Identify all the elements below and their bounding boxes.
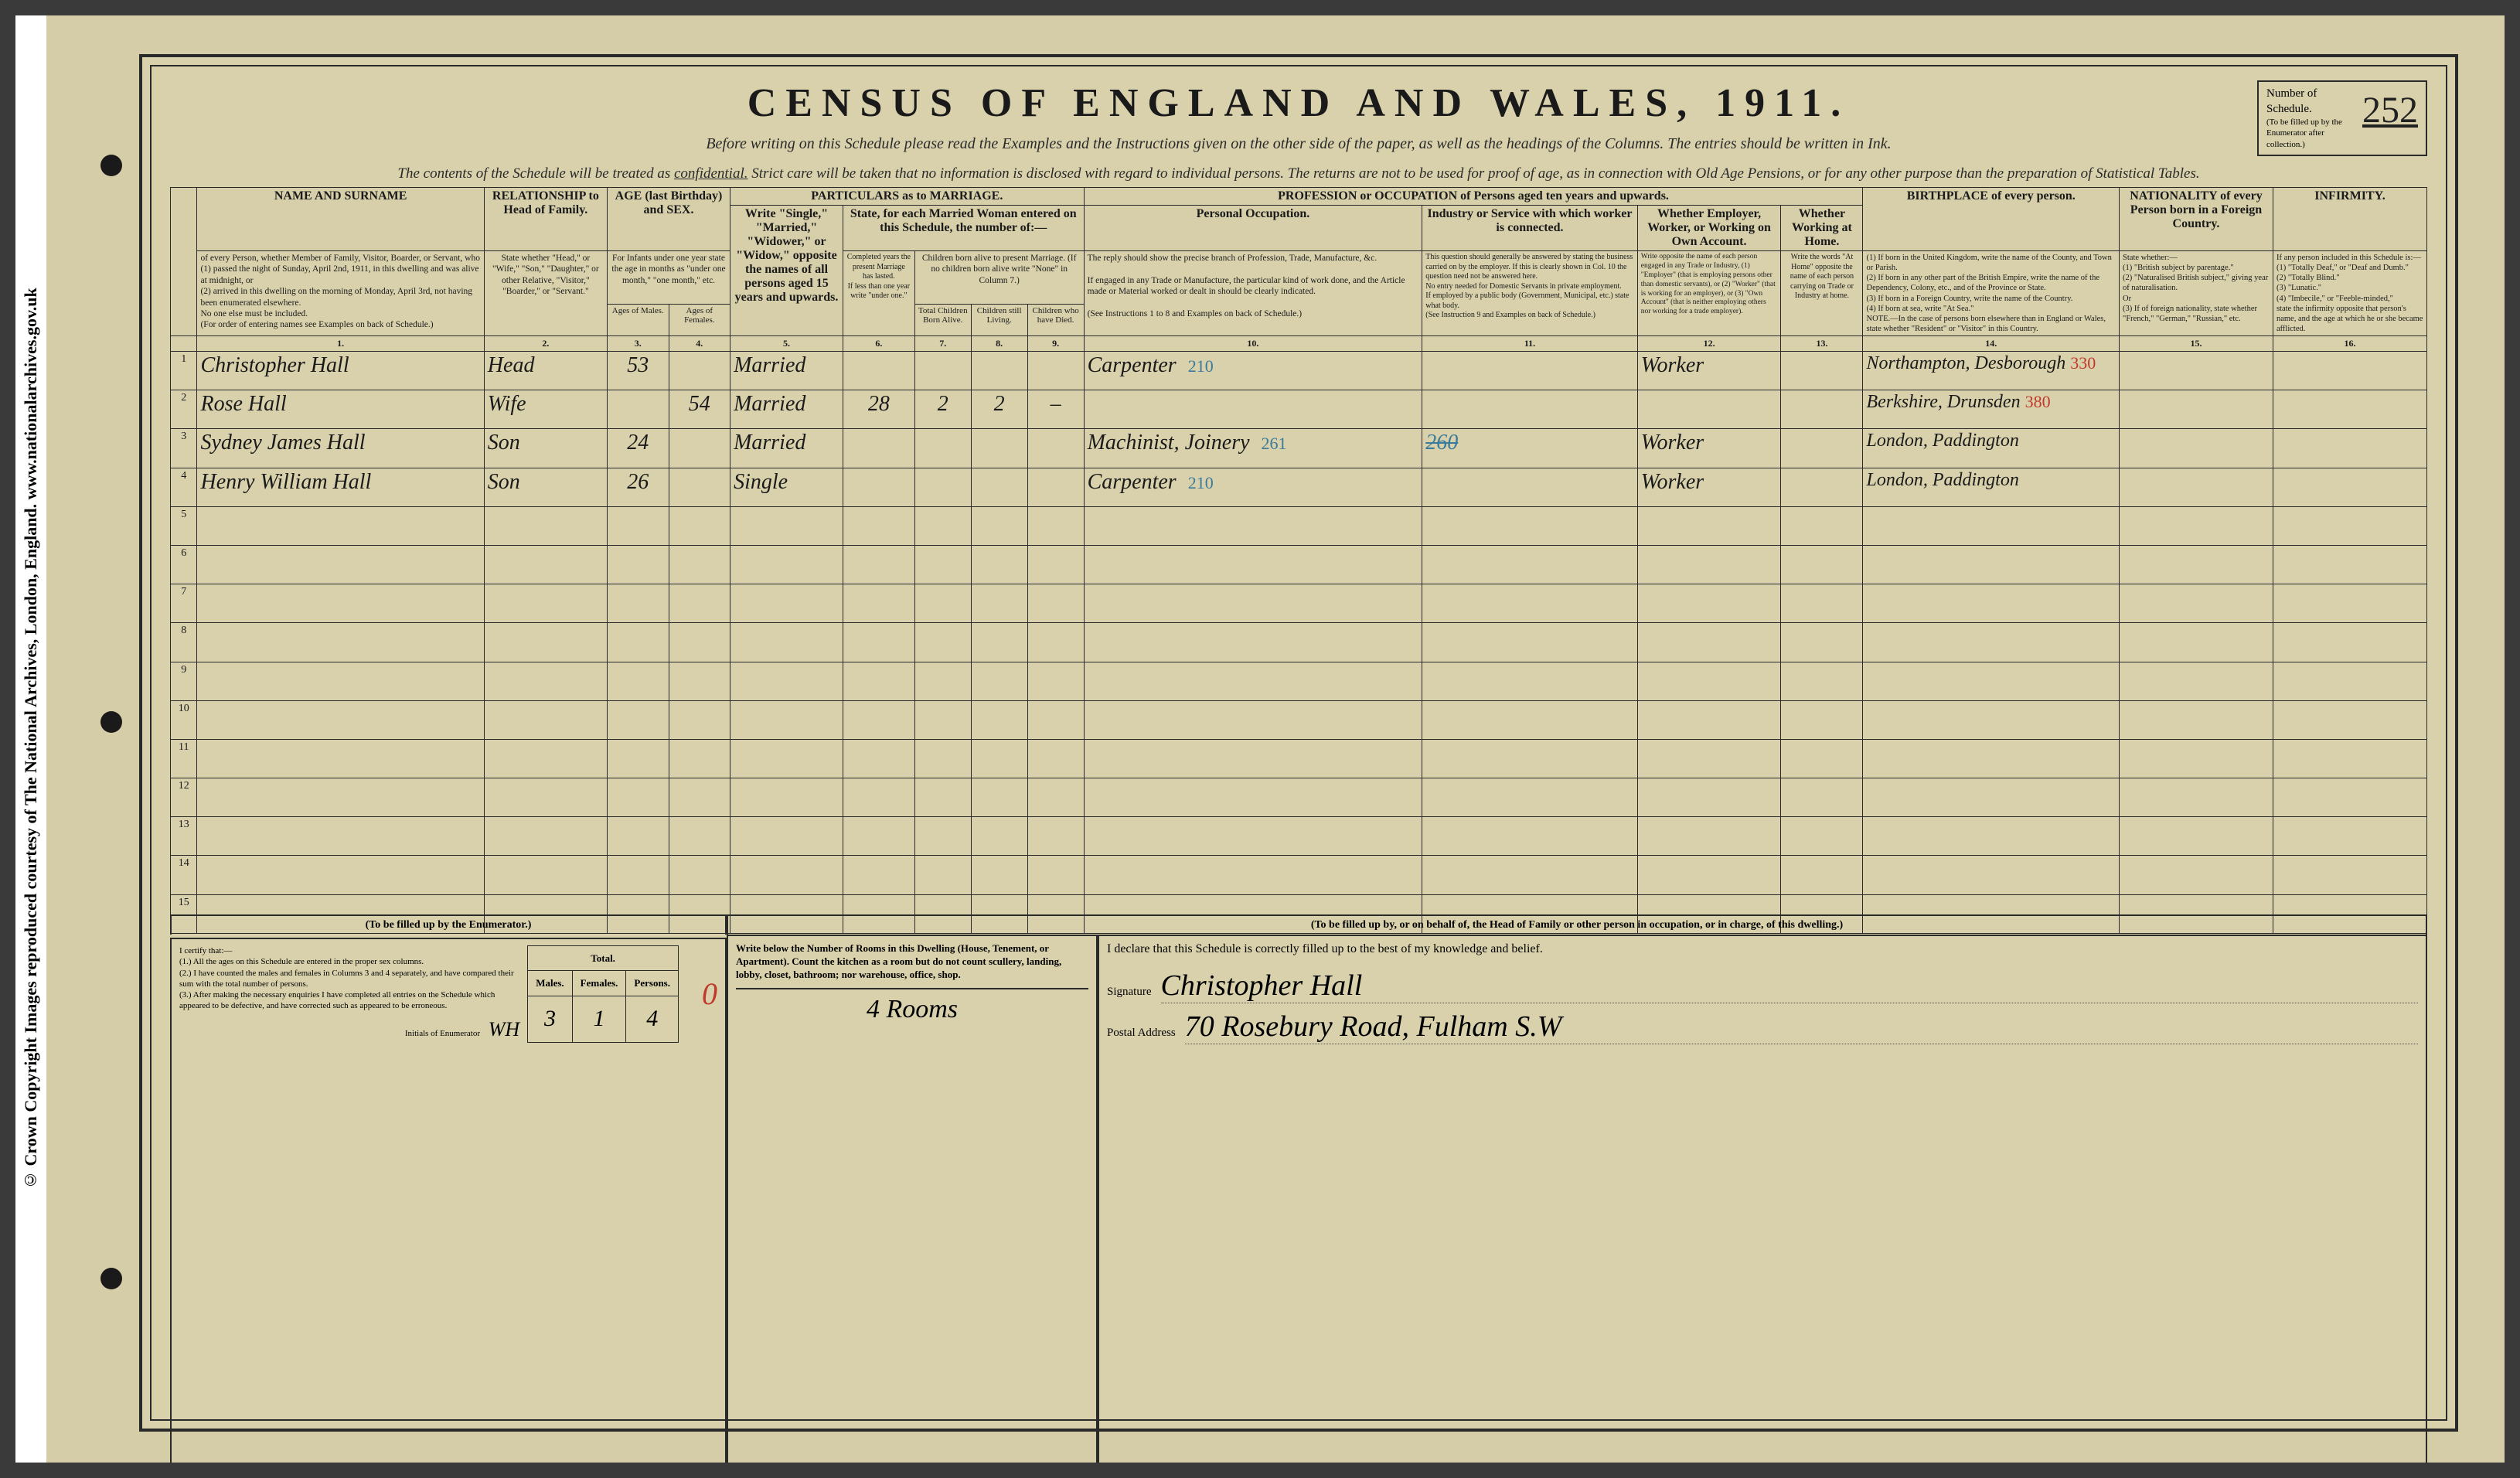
hdr-age: AGE (last Birthday) and SEX. bbox=[607, 188, 730, 251]
hdr-nationality: NATIONALITY of every Person born in a Fo… bbox=[2120, 188, 2273, 251]
hdr-children-died: Children who have Died. bbox=[1027, 304, 1084, 335]
hdr-nationality-detail: State whether:— (1) "British subject by … bbox=[2120, 251, 2273, 336]
paper: CENSUS OF ENGLAND AND WALES, 1911. Befor… bbox=[46, 15, 2505, 1463]
hdr-birthplace: BIRTHPLACE of every person. bbox=[1863, 188, 2120, 251]
punch-hole-icon bbox=[100, 155, 122, 176]
hdr-total-children: Total Children Born Alive. bbox=[914, 304, 971, 335]
signature-value: Christopher Hall bbox=[1161, 969, 2419, 1003]
hdr-occ-reply: The reply should show the precise branch… bbox=[1084, 251, 1422, 336]
table-row: 6 bbox=[171, 545, 2427, 584]
schedule-number-box: Number of Schedule. (To be filled up by … bbox=[2257, 80, 2427, 156]
table-row: 4Henry William HallSon26SingleCarpenter … bbox=[171, 468, 2427, 506]
rooms-value: 4 Rooms bbox=[736, 988, 1088, 1027]
copyright-strip: © Crown Copyright Images reproduced cour… bbox=[15, 15, 46, 1463]
hdr-children-alive: Children born alive to present Marriage.… bbox=[914, 251, 1084, 305]
address-label: Postal Address bbox=[1107, 1027, 1176, 1040]
hdr-name: NAME AND SURNAME bbox=[197, 188, 484, 251]
inner-border: CENSUS OF ENGLAND AND WALES, 1911. Befor… bbox=[150, 65, 2447, 1421]
table-row: 7 bbox=[171, 584, 2427, 623]
hdr-profession: PROFESSION or OCCUPATION of Persons aged… bbox=[1084, 188, 1863, 206]
hdr-infirmity: INFIRMITY. bbox=[2273, 188, 2426, 251]
hdr-relation-detail: State whether "Head," or "Wife," "Son," … bbox=[484, 251, 607, 336]
enum-totals-table: Total. Males. Females. Persons. 3 1 bbox=[527, 945, 679, 1043]
signature-label: Signature bbox=[1107, 986, 1152, 999]
hdr-personal-occ: Personal Occupation. bbox=[1084, 206, 1422, 251]
hdr-years-married: Completed years the present Marriage has… bbox=[843, 251, 914, 336]
subtitle: Before writing on this Schedule please r… bbox=[340, 135, 2257, 153]
schedule-number: 252 bbox=[2362, 87, 2418, 135]
hdr-at-home-detail: Write the words "At Home" opposite the n… bbox=[1781, 251, 1863, 336]
table-row: 5 bbox=[171, 506, 2427, 545]
hdr-infirmity-detail: If any person included in this Schedule … bbox=[2273, 251, 2426, 336]
rooms-box: Write below the Number of Rooms in this … bbox=[727, 935, 1098, 1463]
hdr-relation: RELATIONSHIP to Head of Family. bbox=[484, 188, 607, 251]
hdr-birthplace-detail: (1) If born in the United Kingdom, write… bbox=[1863, 251, 2120, 336]
table-row: 2Rose HallWife54Married2822–Berkshire, D… bbox=[171, 390, 2427, 429]
hdr-industry-detail: This question should generally be answer… bbox=[1422, 251, 1638, 336]
table-row: 11 bbox=[171, 739, 2427, 778]
header-row: CENSUS OF ENGLAND AND WALES, 1911. Befor… bbox=[170, 80, 2427, 161]
rooms-text: Write below the Number of Rooms in this … bbox=[736, 942, 1088, 982]
table-row: 3Sydney James HallSon24MarriedMachinist,… bbox=[171, 429, 2427, 468]
hdr-employer-detail: Write opposite the name of each person e… bbox=[1637, 251, 1781, 336]
footer: (To be filled up by the Enumerator.) I c… bbox=[170, 914, 2427, 1463]
declaration-text: I declare that this Schedule is correctl… bbox=[1107, 942, 2418, 956]
hdr-industry: Industry or Service with which worker is… bbox=[1422, 206, 1638, 251]
outer-border: CENSUS OF ENGLAND AND WALES, 1911. Befor… bbox=[139, 54, 2458, 1432]
total-females: 1 bbox=[572, 996, 626, 1042]
table-row: 8 bbox=[171, 623, 2427, 662]
confidential-line: The contents of the Schedule will be tre… bbox=[170, 165, 2427, 182]
table-row: 10 bbox=[171, 700, 2427, 739]
hdr-ages-m: Ages of Males. bbox=[607, 304, 669, 335]
total-males: 3 bbox=[528, 996, 572, 1042]
column-numbers-row: 1.2. 3.4. 5.6. 7.8.9. 10.11. 12.13. 14.1… bbox=[171, 336, 2427, 352]
hdr-children-living: Children still Living. bbox=[971, 304, 1027, 335]
hdr-name-detail: of every Person, whether Member of Famil… bbox=[197, 251, 484, 336]
hdr-at-home: Whether Working at Home. bbox=[1781, 206, 1863, 251]
enum-initials-label: Initials of Enumerator bbox=[405, 1029, 480, 1038]
data-body: 1Christopher HallHead53MarriedCarpenter … bbox=[171, 352, 2427, 934]
schedule-note: (To be filled up by the Enumerator after… bbox=[2266, 117, 2362, 150]
address-value: 70 Rosebury Road, Fulham S.W bbox=[1185, 1010, 2418, 1044]
hdr-ages-f: Ages of Females. bbox=[669, 304, 730, 335]
hdr-marriage: PARTICULARS as to MARRIAGE. bbox=[730, 188, 1085, 206]
enum-box: I certify that:— (1.) All the ages on th… bbox=[170, 938, 727, 1463]
punch-hole-icon bbox=[100, 1268, 122, 1289]
enum-header: (To be filled up by the Enumerator.) bbox=[170, 914, 727, 935]
hdr-employer: Whether Employer, Worker, or Working on … bbox=[1637, 206, 1781, 251]
page-title: CENSUS OF ENGLAND AND WALES, 1911. bbox=[340, 80, 2257, 126]
hdr-married-women: State, for each Married Woman entered on… bbox=[843, 206, 1084, 251]
table-row: 13 bbox=[171, 817, 2427, 856]
hdr-age-detail: For Infants under one year state the age… bbox=[607, 251, 730, 305]
table-row: 14 bbox=[171, 856, 2427, 894]
red-zero-annotation: 0 bbox=[702, 976, 717, 1012]
schedule-label: Number of Schedule. bbox=[2266, 87, 2362, 117]
header-center: CENSUS OF ENGLAND AND WALES, 1911. Befor… bbox=[340, 80, 2257, 161]
punch-hole-icon bbox=[100, 711, 122, 733]
enum-cert-text: I certify that:— (1.) All the ages on th… bbox=[179, 945, 519, 1043]
total-persons: 4 bbox=[626, 996, 679, 1042]
hdr-marriage-status: Write "Single," "Married," "Widower," or… bbox=[730, 206, 843, 336]
head-fill-header: (To be filled up by, or on behalf of, th… bbox=[727, 914, 2427, 935]
enum-initials: WH bbox=[489, 1018, 519, 1040]
page-wrap: © Crown Copyright Images reproduced cour… bbox=[15, 15, 2505, 1463]
table-row: 1Christopher HallHead53MarriedCarpenter … bbox=[171, 352, 2427, 390]
table-row: 9 bbox=[171, 662, 2427, 700]
census-table: NAME AND SURNAME RELATIONSHIP to Head of… bbox=[170, 187, 2427, 908]
table-row: 12 bbox=[171, 778, 2427, 817]
declaration-box: I declare that this Schedule is correctl… bbox=[1098, 935, 2427, 1463]
